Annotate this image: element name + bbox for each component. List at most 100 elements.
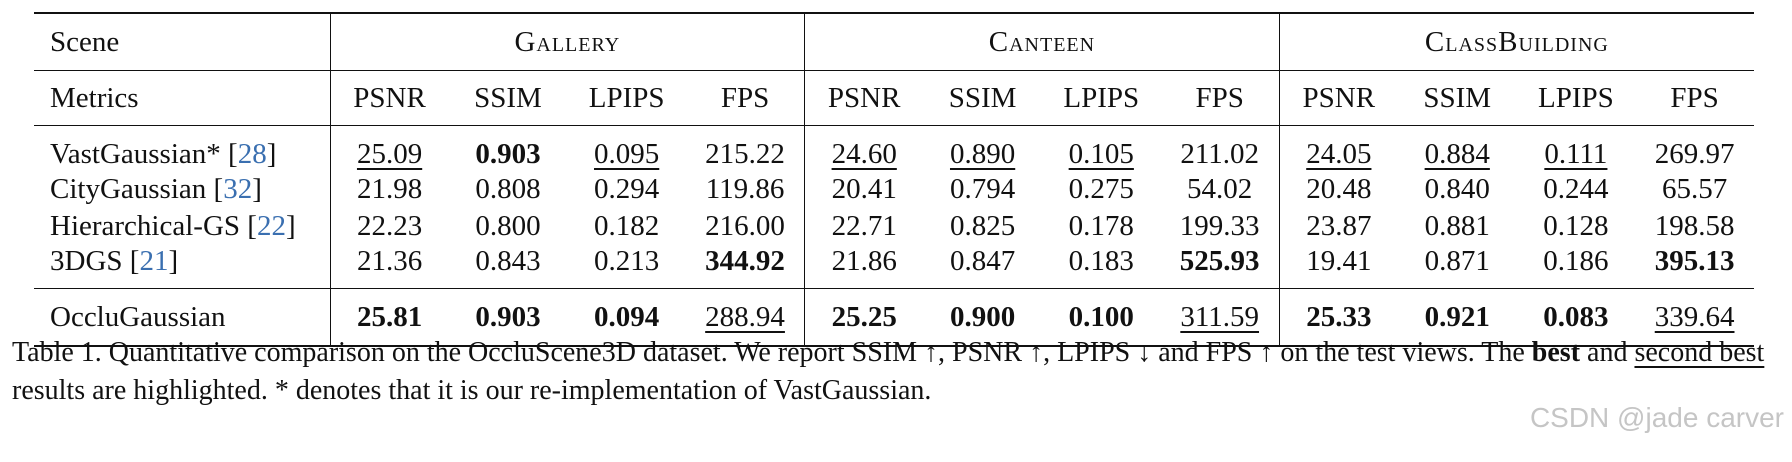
value-cell: 311.59 (1160, 288, 1280, 347)
value-cell: 0.800 (475, 210, 541, 242)
value-cell: 198.58 (1654, 210, 1735, 242)
metrics-label: Metrics (34, 70, 330, 126)
value-cell: 0.275 (1068, 173, 1134, 205)
value-cell: 0.794 (949, 173, 1016, 205)
method-name: OccluGaussian (34, 288, 330, 347)
value-cell: 0.182 (594, 210, 660, 242)
metric-header: LPIPS (1041, 70, 1161, 126)
citation-link[interactable]: 21 (139, 245, 169, 277)
value-cell: 0.095 (594, 138, 660, 170)
value-cell: 0.825 (949, 210, 1016, 242)
value-cell: 65.57 (1661, 173, 1728, 205)
value-cell: 0.100 (1041, 288, 1161, 347)
table-row-ours: OccluGaussian 25.81 0.903 0.094 288.94 2… (34, 288, 1754, 347)
metric-header: SSIM (923, 70, 1042, 126)
scene-header-row: Scene Gallery Canteen ClassBuilding (34, 12, 1754, 71)
value-cell: 21.86 (804, 245, 924, 289)
method-name-cell: Hierarchical-GS [22] (50, 210, 296, 242)
value-cell: 0.213 (567, 245, 686, 289)
value-cell: 0.083 (1516, 288, 1636, 347)
metric-header: SSIM (1397, 70, 1517, 126)
table-row: VastGaussian* [28] 25.09 0.903 0.095 215… (34, 125, 1754, 171)
scene-classbuilding-header: ClassBuilding (1278, 12, 1754, 71)
caption-best: best (1531, 337, 1581, 368)
value-cell: 288.94 (685, 288, 805, 347)
caption-text: and (1580, 337, 1635, 368)
value-cell: 0.128 (1543, 210, 1609, 242)
value-cell: 21.98 (329, 171, 449, 208)
watermark: CSDN @jade carver (1529, 402, 1784, 433)
value-cell: 0.094 (567, 288, 686, 347)
scene-gallery-header: Gallery (329, 12, 805, 71)
value-cell: 269.97 (1654, 138, 1735, 170)
value-cell: 0.884 (1424, 138, 1490, 170)
citation-link[interactable]: 28 (237, 138, 267, 170)
results-table: Scene Gallery Canteen ClassBuilding Metr… (34, 12, 1754, 347)
table-row: CityGaussian [32] 21.98 0.808 0.294 119.… (34, 171, 1754, 208)
caption-second-best: second best (1634, 337, 1765, 368)
value-cell: 0.890 (949, 138, 1016, 170)
value-cell: 20.41 (804, 171, 924, 208)
value-cell: 0.105 (1068, 138, 1134, 170)
value-cell: 0.903 (475, 138, 541, 170)
method-name-cell: VastGaussian* [28] (50, 138, 277, 170)
value-cell: 23.87 (1278, 208, 1398, 245)
citation-link[interactable]: 22 (256, 210, 286, 242)
metric-header: SSIM (448, 70, 568, 126)
value-cell: 0.843 (448, 245, 568, 289)
value-cell: 25.81 (329, 288, 449, 347)
value-cell: 0.186 (1516, 245, 1636, 289)
value-cell: 525.93 (1160, 245, 1280, 289)
value-cell: 25.33 (1278, 288, 1398, 347)
value-cell: 0.871 (1397, 245, 1517, 289)
value-cell: 24.05 (1278, 125, 1398, 171)
value-cell: 25.09 (329, 125, 449, 171)
method-name-cell: 3DGS [21] (34, 245, 330, 289)
value-cell: 0.178 (1068, 210, 1134, 242)
value-cell: 0.840 (1424, 173, 1490, 205)
method-name: Hierarchical-GS (50, 210, 241, 242)
value-cell: 24.60 (804, 125, 924, 171)
value-cell: 0.808 (475, 173, 541, 205)
value-cell: 25.25 (804, 288, 924, 347)
value-cell: 215.22 (705, 138, 785, 170)
scene-label: Scene (34, 12, 330, 71)
caption-text: Table 1. Quantitative comparison on the … (12, 337, 1532, 368)
scene-canteen-header: Canteen (804, 12, 1280, 71)
value-cell: 0.900 (923, 288, 1042, 347)
metric-header: PSNR (804, 70, 924, 126)
metric-header: LPIPS (567, 70, 686, 126)
value-cell: 344.92 (685, 245, 805, 289)
metric-header: PSNR (1278, 70, 1398, 126)
value-cell: 199.33 (1179, 210, 1260, 242)
results-table-container: Scene Gallery Canteen ClassBuilding Metr… (34, 12, 1754, 347)
table-row: 3DGS [21] 21.36 0.843 0.213 344.92 21.86… (34, 245, 1754, 289)
value-cell: 0.921 (1397, 288, 1517, 347)
method-name: 3DGS (50, 245, 123, 277)
value-cell: 0.294 (594, 173, 660, 205)
metric-header: LPIPS (1516, 70, 1636, 126)
value-cell: 0.847 (923, 245, 1042, 289)
value-cell: 0.111 (1544, 138, 1608, 170)
value-cell: 339.64 (1635, 288, 1754, 347)
value-cell: 395.13 (1635, 245, 1754, 289)
value-cell: 0.881 (1424, 210, 1490, 242)
method-name: CityGaussian (50, 173, 207, 205)
table-row: Hierarchical-GS [22] 22.23 0.800 0.182 2… (34, 208, 1754, 245)
value-cell: 54.02 (1187, 173, 1253, 205)
citation-link[interactable]: 32 (223, 173, 253, 205)
value-cell: 0.903 (448, 288, 568, 347)
method-name: VastGaussian* (50, 138, 221, 170)
value-cell: 216.00 (705, 210, 785, 242)
method-name-cell: CityGaussian [32] (50, 173, 262, 205)
value-cell: 20.48 (1278, 171, 1398, 208)
metric-header: PSNR (329, 70, 449, 126)
value-cell: 211.02 (1180, 138, 1260, 170)
value-cell: 22.71 (804, 208, 924, 245)
value-cell: 0.244 (1543, 173, 1609, 205)
value-cell: 21.36 (329, 245, 449, 289)
caption-text: results are highlighted. * denotes that … (12, 375, 932, 406)
table-caption: Table 1. Quantitative comparison on the … (12, 334, 1782, 410)
metrics-header-row: Metrics PSNR SSIM LPIPS FPS PSNR SSIM LP… (34, 70, 1754, 126)
metric-header: FPS (1635, 70, 1754, 126)
